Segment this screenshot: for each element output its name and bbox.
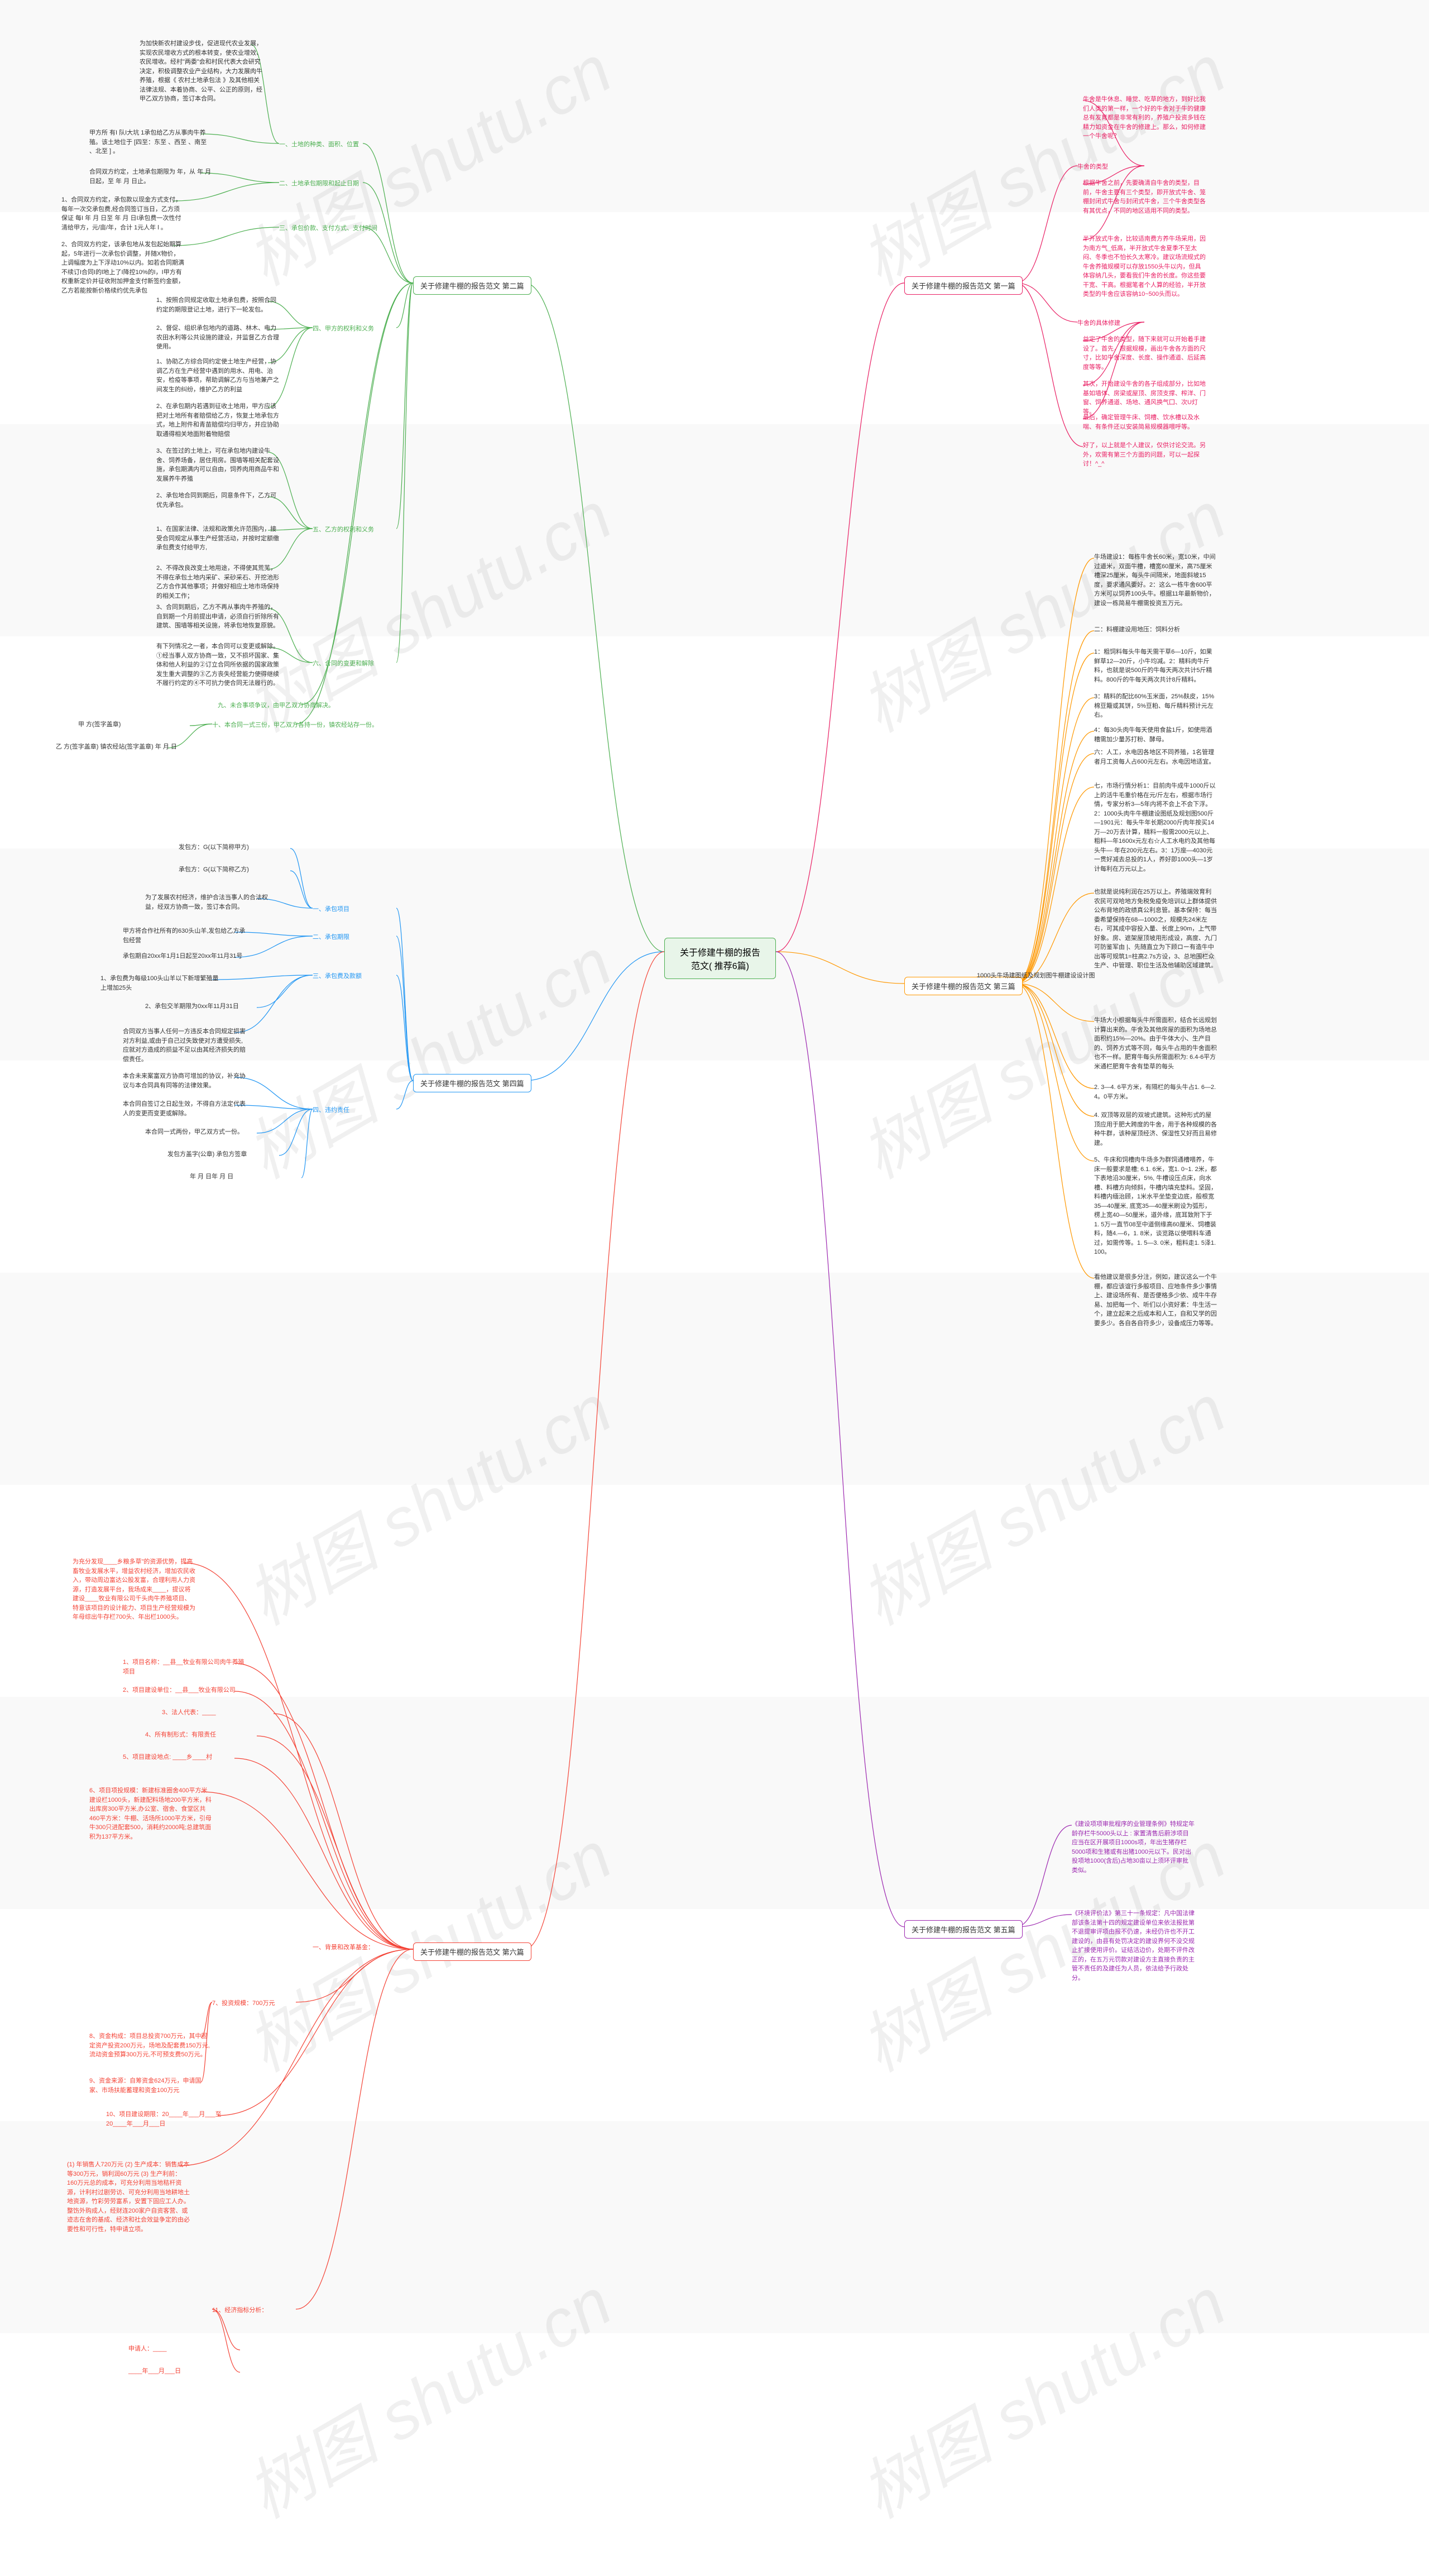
leaf-node: 看他建议是很多分注，例如，建议这么一个牛棚，都应该谊行多般项目、应地条件多少事情… — [1094, 1273, 1217, 1328]
leaf-node: 发包方：G(以下简称甲方) — [179, 843, 249, 852]
sub-label: 7、投资规模：700万元 — [212, 1998, 275, 2007]
sub-label: 二、承包期限 — [313, 932, 349, 941]
sub-label: 二、土地承包期限和起止日期 — [279, 179, 359, 188]
leaf-node: 半开放式牛舍，比较适南费方养牛场采用，因为南方气_低高，半开放式牛舍夏季不至太闷… — [1083, 234, 1206, 299]
sub-label: 牛舍的类型 — [1077, 162, 1108, 171]
leaf-node: 3、法人代表：____ — [162, 1708, 216, 1718]
leaf-node: 1000头牛场建图纸及规划图牛棚建设设计图 — [977, 971, 1095, 981]
leaf-node: 2、项目建设单位：__县___牧业有限公司 — [123, 1686, 236, 1695]
leaf-node: 4. 双顶等双层的双坡式建筑。这种形式的屋顶应用于肥大跨度的牛舍，用于各种规模的… — [1094, 1111, 1217, 1148]
leaf-node: 好了，以上就是个人建议，仅供讨论交流。另外，欢需有第三个方面的问题，可以一起探讨… — [1083, 441, 1206, 469]
bg-strip — [0, 1697, 1429, 1909]
leaf-node: 2、在承包期内若遇到征收土地用，甲方应该把对土地所有者赔偿给乙方，恢复土地承包方… — [156, 402, 279, 439]
leaf-node: 六：人工，水电因各地区不同养殖，1名管理者月工资每人占600元左右。水电因地适宜… — [1094, 748, 1217, 766]
leaf-node: 为加快新农村建设步伐，促进现代农业发展，实现农民增收方式的根本转变，使农业增效、… — [140, 39, 262, 104]
branch-node: 关于修建牛棚的报告范文 第二篇 — [413, 276, 531, 295]
leaf-node: 其次，开始建设牛舍的各子组成部分，比如地基如墙体、房梁或屋顶、房顶支撑、榨洋、门… — [1083, 380, 1206, 416]
leaf-node: 1、在国家法律、法规和政策允许范围内，接受合同规定从事生产经营活动，并按时定额缴… — [156, 525, 279, 553]
leaf-node: 1、承包费为每级100头山羊以下新增繁殖量上增加25头 — [100, 974, 223, 992]
leaf-node: (1) 年销售人720万元 (2) 生产成本：销售成本等300万元，销利润60万… — [67, 2160, 190, 2234]
leaf-node: 甲方将合作社所有的630头山羊,发包给乙方承包经营 — [123, 927, 246, 945]
leaf-node: 2、不得改良改变土地用途，不得使其荒芜，不得在承包土地内采矿、采砂采石、开挖池形… — [156, 564, 279, 601]
leaf-node: 1、按照合同规定收取土地承包费，按照合同约定的期限登记土地，进行下一轮发包。 — [156, 296, 279, 314]
leaf-node: 也就是说纯利润在25万以上。养殖端效育利农民可双哈地方免税免疫免培训以上群体提供… — [1094, 888, 1217, 971]
leaf-node: 1、项目名称：__县__牧业有限公司肉牛养殖项目 — [123, 1658, 246, 1676]
center-node: 关于修建牛棚的报告范文( 推荐6篇) — [664, 938, 776, 979]
sub-label: 四、甲方的权利和义务 — [313, 324, 374, 333]
sub-label: 五、乙方的权利和义务 — [313, 525, 374, 534]
sub-label: 九、未合事项争议，由甲乙双方协商解决。 — [218, 701, 334, 709]
sub-label: 11、经济指标分析： — [212, 2305, 267, 2314]
leaf-node: 3、在签过的土地上，可在承包地内建设牛舍、饲养场备，居住用房。围墙等相关配套设施… — [156, 447, 279, 483]
leaf-node: 5、项目建设地点: ____乡____村 — [123, 1753, 212, 1762]
leaf-node: ____年___月___日 — [128, 2367, 181, 2376]
sub-label: 六、合同的变更和解除 — [313, 659, 374, 668]
sub-label: 一、承包项目 — [313, 904, 349, 913]
leaf-node: 3：精料的配比60%玉米面，25%麸皮，15%棉豆簸或其饼，5%豆粕、每斤精料预… — [1094, 692, 1217, 720]
bg-strip — [0, 0, 1429, 212]
branch-node: 关于修建牛棚的报告范文 第五篇 — [904, 1920, 1023, 1939]
leaf-node: 2. 3—4. 6平方米，有隔栏的每头牛占1. 6—2. 4。0平方米。 — [1094, 1083, 1217, 1101]
leaf-node: 有下列情况之一者，本合同可以变更或解除。①经当事人双方协商一致，又不损坏国家、集… — [156, 642, 279, 688]
leaf-node: 1、合同双方约定，承包款以现金方式支付，每年一次交承包费,经合同签订当日，乙方须… — [61, 195, 184, 232]
leaf-node: 合同双方约定，土地承包期限为 年，从 年 月 日起，至 年 月 日止。 — [89, 167, 212, 186]
sub-label: 十、本合同一式三份，甲乙双方各持一份，镇农经站存一份。 — [212, 720, 378, 729]
leaf-node: 为了发展农村经济，维护合法当事人的合法权益，经双方协商一致，签订本合同。 — [145, 893, 268, 912]
leaf-node: 本合未来案富双方协商可增加的协议，补充协议与本合同具有同等的法律效果。 — [123, 1072, 246, 1090]
leaf-node: 1、协助乙方综合同约定使土地生产经营，协调乙方在生产经营中遇到的用水、用电、治安… — [156, 357, 279, 394]
leaf-node: 《环境评价法》第三十一条规定：凡中国法律部该条法第十四的规定建设单位来依法报批第… — [1072, 1909, 1195, 1983]
branch-node: 关于修建牛棚的报告范文 第六篇 — [413, 1942, 531, 1961]
leaf-node: 为充分发现____乡粮多草"的资源优势，提高畜牧业发展水平，增益农村经济，增加农… — [73, 1557, 195, 1622]
leaf-node: 本合同自签订之日起生效，不得自方法定代表人的变更而变更或解除。 — [123, 1100, 246, 1118]
leaf-node: 七，市场行情分析1：目前肉牛成牛1000斤以上的活牛毛重价格在元/斤左右，根据市… — [1094, 781, 1217, 874]
sub-label: 牛舍的具体修建 — [1077, 318, 1120, 327]
leaf-node: 8、资金构成：项目总投资700万元，其中固定资产投资200万元，场地及配套费15… — [89, 2032, 212, 2060]
leaf-node: 承包期自20xx年1月1日起至20xx年11月31号 — [123, 952, 242, 961]
sub-label: 三、承包费及款额 — [313, 971, 362, 980]
leaf-node: 9、资金来源：自筹资金624万元，申请国家、市场扶能蓄理和资金100万元 — [89, 2076, 212, 2095]
leaf-node: 甲 方(签字盖章) — [78, 720, 121, 730]
leaf-node: 牛场大小根据每头牛所需面积，结合长远规划计算出来的。牛舍及其他房屋的面积为场地总… — [1094, 1016, 1217, 1071]
leaf-node: 年 月 日年 月 日 — [190, 1172, 233, 1182]
leaf-node: 申请人：____ — [128, 2344, 166, 2354]
leaf-node: 牛舍是牛休息、睡觉、吃草的地方，到好比我们人类的第一样，一个好的牛舍对于牛的健康… — [1083, 95, 1206, 141]
branch-node: 关于修建牛棚的报告范文 第四篇 — [413, 1074, 531, 1092]
sub-label: 四、违约责任 — [313, 1105, 349, 1114]
bg-strip — [0, 2121, 1429, 2333]
leaf-node: 2、承包交羊期限为0xx年11月31日 — [145, 1002, 239, 1011]
leaf-node: 合同双方当事人任何一方违反本合同规定损害对方利益,或由于自己过失致使对方遭受损失… — [123, 1027, 246, 1064]
leaf-node: 4：每30头肉牛每天使用食盐1斤，如使用酒糟需加少量苏打粉、酵母。 — [1094, 726, 1217, 744]
branch-node: 关于修建牛棚的报告范文 第一篇 — [904, 276, 1023, 295]
sub-label: 一、土地的种类、面积、位置 — [279, 140, 359, 148]
leaf-node: 6、项目项投规模：新建标准圈舍400平方米建设栏1000头，新建配料场地200平… — [89, 1786, 212, 1841]
leaf-node: 最后，确定管理牛床、饲槽、饮水槽以及水喘、有条件还以安装简易规模器喂呼等。 — [1083, 413, 1206, 431]
leaf-node: 根据牛舍之前，先要确清自牛舍的类型，目前，牛舍主要有三个类型，即开放式牛舍、笼棚… — [1083, 179, 1206, 215]
leaf-node: 2、合同双方约定，该承包地从发包起始期算起，5年进行一次承包价调整，并随X物价，… — [61, 240, 184, 295]
leaf-node: 承包方：G(以下简称乙方) — [179, 865, 249, 875]
leaf-node: 《建设项项审批程序的业管理条例》特规定年龄存栏牛5000头以上 : 家置清售后蔚… — [1072, 1820, 1195, 1875]
leaf-node: 本合同一式两份，甲乙双方式一份。 — [145, 1128, 243, 1137]
leaf-node: 4、所有制形式：有限责任 — [145, 1730, 216, 1740]
leaf-node: 牛场建设1：每栋牛舍长60米，宽10米，中间过道米，双面牛槽，槽宽60厘米，高7… — [1094, 553, 1217, 608]
leaf-node: 5、牛床和饲槽肉牛场多为群饲通槽喂养，牛床一般要求是槽; 6.1. 6米，宽1.… — [1094, 1155, 1217, 1257]
leaf-node: 10、项目建设期限：20____年___月___至20____年___月___日 — [106, 2110, 229, 2128]
leaf-node: 1：粗饲料每头牛每天需干草6—10斤，如果鲜草12—20斤，小牛均减。2：精料肉… — [1094, 647, 1217, 684]
leaf-node: 3、合同到期后，乙方不再从事肉牛养殖的，自到期一个月前提出申请，必须自行折除所有… — [156, 603, 279, 631]
leaf-node: 益定了牛舍的类型，随下来就可以开始着手建设了。首先，根据规模，画出牛舍各方面的尺… — [1083, 335, 1206, 372]
leaf-node: 2、督促、组织承包地内的道路、林木、电力农田水利等公共设施的建设，并监督乙方合理… — [156, 324, 279, 352]
leaf-node: 发包方盖字(公章) 承包方签章 — [167, 1150, 247, 1159]
leaf-node: 2、承包地合同到期后，同意条件下，乙方可优先承包。 — [156, 491, 279, 510]
leaf-node: 乙 方(签字盖章) 镇农经站(签字盖章) 年 月 日 — [56, 742, 177, 752]
sub-label: 一、背景和改革基金： — [313, 1942, 374, 1951]
sub-label: 三、承包价款、支付方式、支付时间 — [279, 223, 377, 232]
leaf-node: 甲方所 有I 队I大坑 1承包给乙方从事肉牛养殖。该土地位于 [四至：东至 、西… — [89, 128, 212, 156]
leaf-node: 二：料棚建设用地压：饲料分析 — [1094, 625, 1180, 635]
